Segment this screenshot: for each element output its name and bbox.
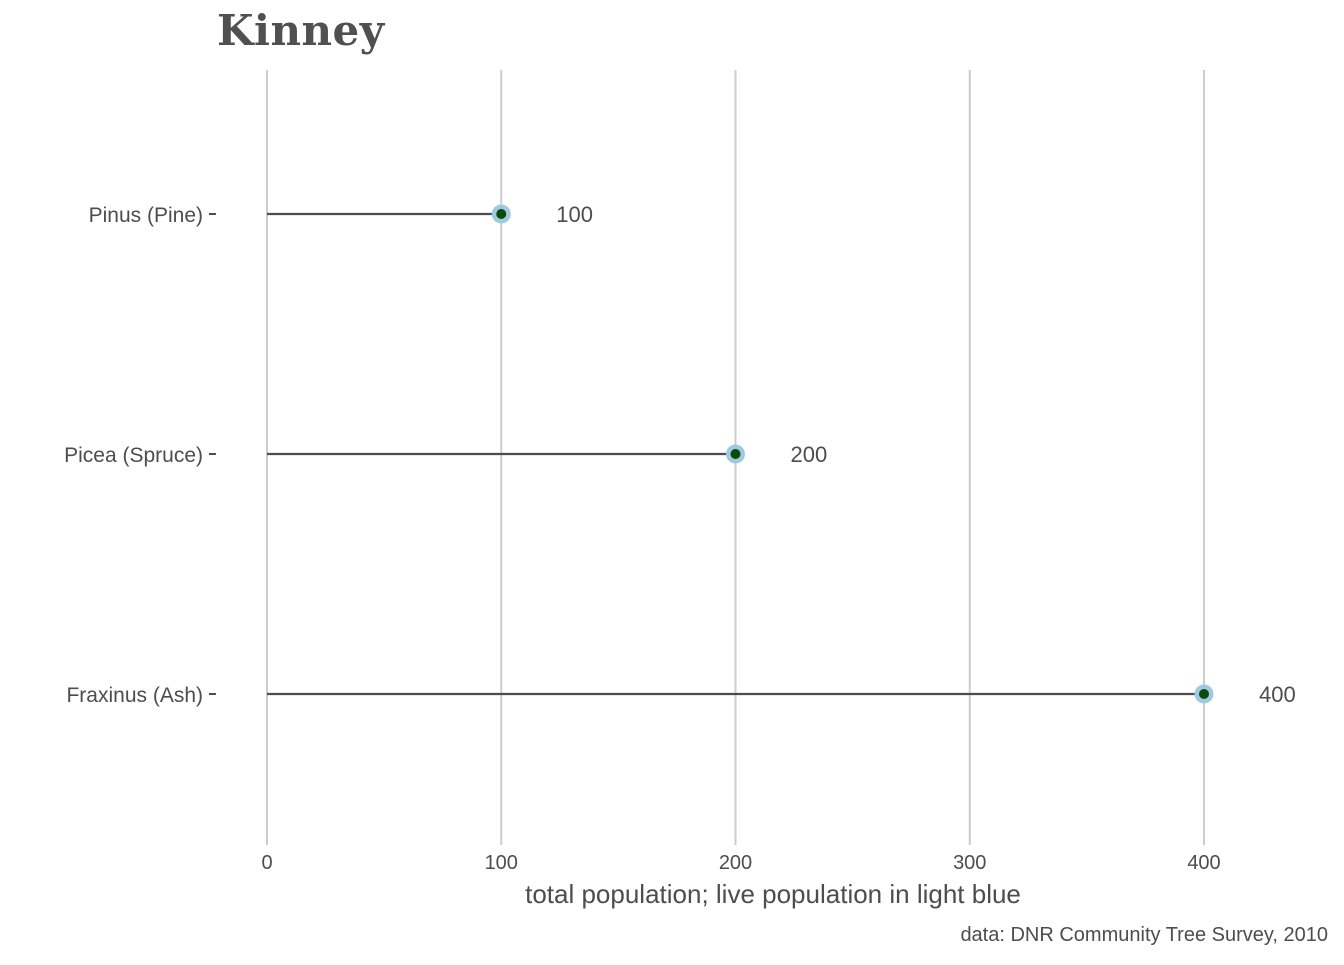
x-tick-label: 200: [719, 852, 752, 874]
total-population-point: [1199, 689, 1209, 699]
x-tick-label: 400: [1187, 852, 1220, 874]
x-tick-label: 100: [485, 852, 518, 874]
x-tick-label: 0: [261, 852, 272, 874]
x-axis-title: total population; live population in lig…: [525, 879, 1021, 909]
total-population-point: [730, 449, 741, 459]
y-category-label: Picea (Spruce): [64, 444, 203, 467]
mark-layer: 100 200 400: [267, 202, 1296, 707]
chart-title: Kinney: [217, 6, 385, 55]
y-category-label: Pinus (Pine): [89, 204, 203, 227]
source-caption: data: DNR Community Tree Survey, 2010: [960, 924, 1328, 946]
total-population-point: [496, 209, 507, 219]
value-label: 100: [556, 202, 593, 227]
y-category-label: Fraxinus (Ash): [66, 684, 203, 707]
x-tick-label: 300: [953, 852, 986, 874]
tick-layer: 0 100 200 300 400 Pinus (Pine) Picea (Spruce) F…: [64, 204, 1221, 874]
value-label: 400: [1259, 682, 1296, 707]
value-label: 200: [791, 442, 828, 467]
